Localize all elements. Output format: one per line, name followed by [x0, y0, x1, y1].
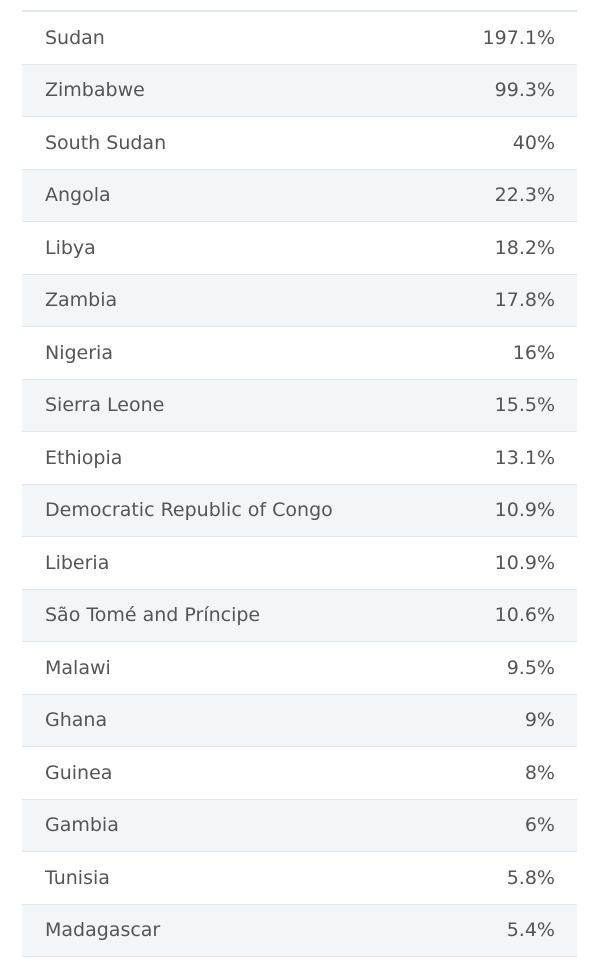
table-row: Zambia 17.8% [22, 274, 577, 327]
percentage: 18.2% [494, 236, 555, 259]
percentage: 15.5% [494, 394, 555, 417]
percentage: 16% [512, 341, 555, 364]
country-name: Libya [45, 236, 96, 259]
country-name: Tunisia [45, 866, 110, 889]
country-name: Ghana [45, 709, 108, 732]
percentage: 10.9% [494, 551, 555, 574]
percentage: 197.1% [482, 26, 555, 49]
percentage: 5.4% [506, 919, 555, 942]
table-row: Guinea 8% [22, 747, 577, 800]
country-name: Madagascar [45, 919, 161, 942]
percentage: 8% [524, 761, 555, 784]
percentage: 13.1% [494, 446, 555, 469]
table-row: Nigeria 16% [22, 327, 577, 380]
percentage: 99.3% [494, 79, 555, 102]
country-name: South Sudan [45, 131, 167, 154]
table-row: Gambia 6% [22, 799, 577, 852]
country-name: Zimbabwe [45, 79, 145, 102]
table-row: Madagascar 5.4% [22, 904, 577, 957]
percentage: 40% [512, 131, 555, 154]
table: Sudan 197.1% Zimbabwe 99.3% South Sudan 40% An… [22, 10, 577, 957]
country-name: Nigeria [45, 341, 113, 364]
table-row: Zimbabwe 99.3% [22, 64, 577, 117]
table-row: Angola 22.3% [22, 169, 577, 222]
percentage: 9% [524, 709, 555, 732]
country-name: Zambia [45, 289, 118, 312]
table-row: Liberia 10.9% [22, 537, 577, 590]
percentage: 17.8% [494, 289, 555, 312]
country-name: Sudan [45, 26, 105, 49]
country-name: Ethiopia [45, 446, 123, 469]
table-row: Libya 18.2% [22, 222, 577, 275]
percentage: 9.5% [506, 656, 555, 679]
country-name: São Tomé and Príncipe [45, 604, 261, 627]
table-row: Ghana 9% [22, 694, 577, 747]
table-row: São Tomé and Príncipe 10.6% [22, 589, 577, 642]
table-row: Sudan 197.1% [22, 12, 577, 65]
country-name: Liberia [45, 551, 110, 574]
table-row: Democratic Republic of Congo 10.9% [22, 484, 577, 537]
country-name: Sierra Leone [45, 394, 165, 417]
table-row: South Sudan 40% [22, 117, 577, 170]
country-name: Gambia [45, 814, 119, 837]
percentage: 6% [524, 814, 555, 837]
table-row: Sierra Leone 15.5% [22, 379, 577, 432]
percentage: 10.9% [494, 499, 555, 522]
table-row: Tunisia 5.8% [22, 852, 577, 905]
country-name: Malawi [45, 656, 111, 679]
table-row: Malawi 9.5% [22, 642, 577, 695]
country-name: Guinea [45, 761, 113, 784]
country-name: Democratic Republic of Congo [45, 499, 333, 522]
table-row: Ethiopia 13.1% [22, 432, 577, 485]
country-name: Angola [45, 184, 111, 207]
percentage: 22.3% [494, 184, 555, 207]
percentage: 5.8% [506, 866, 555, 889]
percentage: 10.6% [494, 604, 555, 627]
